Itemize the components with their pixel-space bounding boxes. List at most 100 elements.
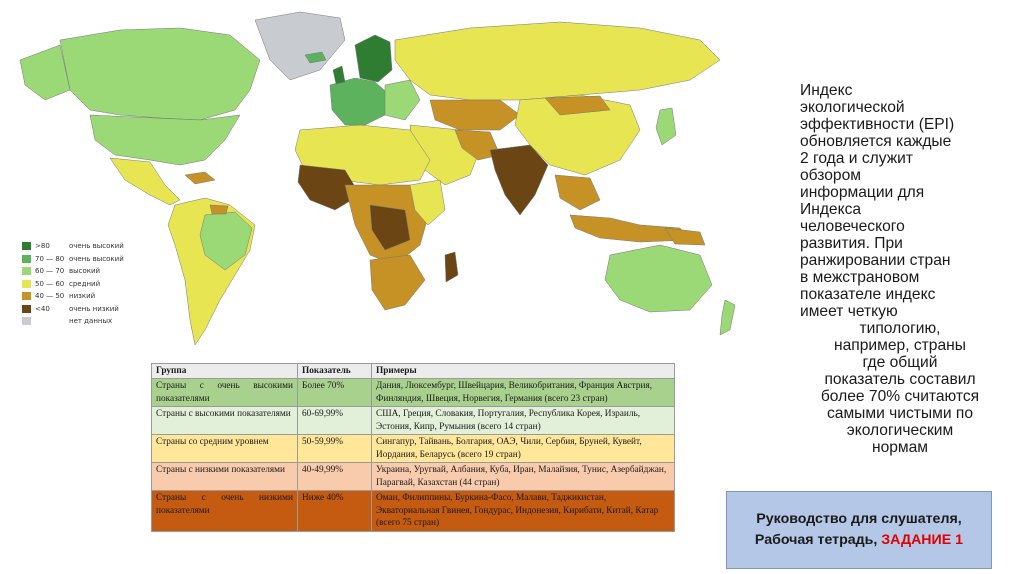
map-brazil <box>199 211 253 271</box>
map-central-asia <box>429 99 521 131</box>
legend-range: 40 — 50 <box>35 292 65 301</box>
desc-line: развития. При <box>800 235 903 252</box>
cell-value: 50-59,99% <box>297 434 372 463</box>
desc-line: обновляется каждые <box>800 133 952 150</box>
world-epi-map <box>19 11 736 346</box>
map-china <box>514 94 641 176</box>
legend-swatch-4 <box>22 279 31 288</box>
guide-workbook: Рабочая тетрадь, <box>754 532 878 548</box>
desc-line: типологию, <box>859 320 941 337</box>
desc-line: информации для <box>800 184 925 201</box>
map-scandinavia <box>354 34 393 83</box>
desc-line: в межстрановом <box>800 269 920 286</box>
header-examples: Примеры <box>371 363 675 379</box>
cell-value: Ниже 40% <box>297 490 372 532</box>
desc-line: человеческого <box>800 218 905 235</box>
legend-range: 50 — 60 <box>35 279 65 288</box>
cell-group: Страны со средним уровнем <box>151 434 298 463</box>
map-iceland <box>304 51 327 64</box>
desc-line: более 70% считаются <box>820 388 980 405</box>
map-india <box>489 144 549 216</box>
cell-group: Страны с очень низкими показателями <box>151 490 298 532</box>
legend-range: <40 <box>35 304 50 313</box>
map-madagascar <box>444 251 459 283</box>
legend-label: высокий <box>69 267 101 276</box>
legend-label: нет данных <box>69 317 113 326</box>
map-africa-east <box>409 179 446 226</box>
table-row: Страны со средним уровнем 50-59,99% Синг… <box>151 434 675 463</box>
cell-group: Страны с очень высокими показателями <box>151 378 298 407</box>
cell-value: 40-49,99% <box>297 462 372 491</box>
desc-line: показателе индекс <box>800 286 936 303</box>
legend-item: 70 — 80 очень высокий <box>22 253 149 266</box>
desc-line: самыми чистыми по <box>826 405 974 422</box>
epi-groups-table: Группа Показатель Примеры Страны с очень… <box>151 363 675 532</box>
table-row: Страны с очень высокими показателями Бол… <box>151 378 675 407</box>
legend-swatch-2 <box>22 254 31 263</box>
table-row: Страны с очень низкими показателями Ниже… <box>151 490 675 532</box>
legend-item: 60 — 70 высокий <box>22 265 149 278</box>
desc-line: экологическим <box>846 422 954 439</box>
cell-examples: Дания, Люксембург, Швейцария, Великобрит… <box>371 378 675 407</box>
map-africa-west <box>297 164 361 211</box>
cell-group: Страны с низкими показателями <box>151 462 298 491</box>
desc-line: Индекс <box>800 82 853 99</box>
legend-swatch-7 <box>22 317 31 326</box>
map-canada <box>59 27 261 121</box>
map-mongolia <box>544 95 611 116</box>
legend-swatch-1 <box>22 242 31 251</box>
map-greenland <box>254 11 346 81</box>
desc-line: Индекса <box>800 201 862 218</box>
map-guiana <box>209 204 229 215</box>
guide-line-2: Рабочая тетрадь, ЗАДАНИЕ 1 <box>755 530 963 551</box>
cell-examples: США, Греция, Словакия, Португалия, Респу… <box>371 406 675 435</box>
legend-swatch-6 <box>22 304 31 313</box>
desc-line: нормам <box>871 439 929 456</box>
legend-item: <40 очень низкий <box>22 303 149 316</box>
map-africa-south <box>369 254 426 311</box>
map-legend: >80 очень высокий 70 — 80 очень высокий … <box>22 240 149 328</box>
map-europe <box>329 77 391 126</box>
map-caribbean <box>184 171 216 185</box>
guide-line-1: Руководство для слушателя, <box>756 511 962 527</box>
legend-range: 60 — 70 <box>35 267 65 276</box>
map-mexico <box>109 157 181 206</box>
legend-label: очень высокий <box>69 254 124 263</box>
desc-line: ранжировании стран <box>800 252 951 269</box>
map-eastern-europe <box>384 79 421 121</box>
header-value: Показатель <box>297 363 372 379</box>
map-uk <box>332 65 346 85</box>
legend-label: средний <box>69 279 101 288</box>
desc-line: например, страны <box>834 337 966 354</box>
table-row: Страны с низкими показателями 40-49,99% … <box>151 462 675 491</box>
map-iran <box>454 129 501 161</box>
map-usa <box>89 114 241 166</box>
legend-item: 40 — 50 низкий <box>22 290 149 303</box>
map-new-zealand <box>719 299 736 336</box>
legend-range: >80 <box>35 242 50 251</box>
desc-line: эффективности (EPI) <box>800 116 955 133</box>
legend-label: очень высокий <box>69 242 124 251</box>
legend-label: очень низкий <box>69 304 119 313</box>
legend-label: низкий <box>69 292 96 301</box>
cell-value: 60-69,99% <box>297 406 372 435</box>
header-group: Группа <box>151 363 298 379</box>
desc-line: имеет четкую <box>800 303 898 320</box>
map-australia <box>604 244 713 313</box>
legend-item: >80 очень высокий <box>22 240 149 253</box>
task-label: ЗАДАНИЕ 1 <box>881 532 964 548</box>
legend-swatch-5 <box>22 292 31 301</box>
map-new-guinea <box>664 227 706 246</box>
map-japan <box>655 107 677 146</box>
map-africa-congo <box>369 204 411 251</box>
legend-item: 50 — 60 средний <box>22 278 149 291</box>
cell-value: Более 70% <box>297 378 372 407</box>
table-row: Страны с высокими показателями 60-69,99%… <box>151 406 675 435</box>
legend-range: 70 — 80 <box>35 254 65 263</box>
desc-line: 2 года и служит <box>800 150 913 167</box>
map-alaska <box>19 44 71 101</box>
desc-line: показатель составил <box>824 371 976 388</box>
desc-line: экологической <box>800 99 905 116</box>
cell-examples: Украина, Уругвай, Албания, Куба, Иран, М… <box>371 462 675 491</box>
desc-line: обзором <box>800 167 861 184</box>
